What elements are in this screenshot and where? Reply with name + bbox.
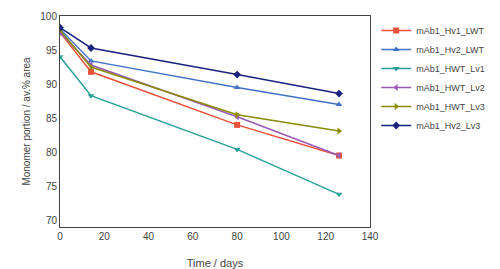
svg-text:70: 70	[46, 215, 58, 226]
svg-text:0: 0	[57, 231, 63, 242]
svg-text:100: 100	[40, 11, 57, 22]
svg-text:90: 90	[46, 79, 58, 90]
svg-text:75: 75	[46, 181, 58, 192]
svg-text:80: 80	[232, 231, 244, 242]
svg-text:100: 100	[273, 231, 290, 242]
svg-text:mAb1_HWT_Lv1: mAb1_HWT_Lv1	[416, 64, 485, 74]
svg-text:60: 60	[187, 231, 199, 242]
svg-text:mAb1_Hv2_LWT: mAb1_Hv2_LWT	[416, 45, 484, 55]
svg-text:mAb1_HWT_Lv3: mAb1_HWT_Lv3	[416, 102, 485, 112]
svg-text:mAb1_Hv1_LWT: mAb1_Hv1_LWT	[416, 26, 484, 36]
svg-text:mAb1_Hv2_Lv3: mAb1_Hv2_Lv3	[416, 121, 480, 131]
svg-text:80: 80	[46, 147, 58, 158]
svg-text:95: 95	[46, 45, 58, 56]
svg-text:85: 85	[46, 113, 58, 124]
svg-text:Monomer portion / av.% area: Monomer portion / av.% area	[21, 57, 32, 186]
svg-text:Time / days: Time / days	[187, 257, 244, 269]
svg-text:40: 40	[143, 231, 155, 242]
svg-text:120: 120	[317, 231, 334, 242]
svg-text:20: 20	[99, 231, 111, 242]
svg-text:140: 140	[362, 231, 379, 242]
svg-text:mAb1_HWT_Lv2: mAb1_HWT_Lv2	[416, 83, 485, 93]
